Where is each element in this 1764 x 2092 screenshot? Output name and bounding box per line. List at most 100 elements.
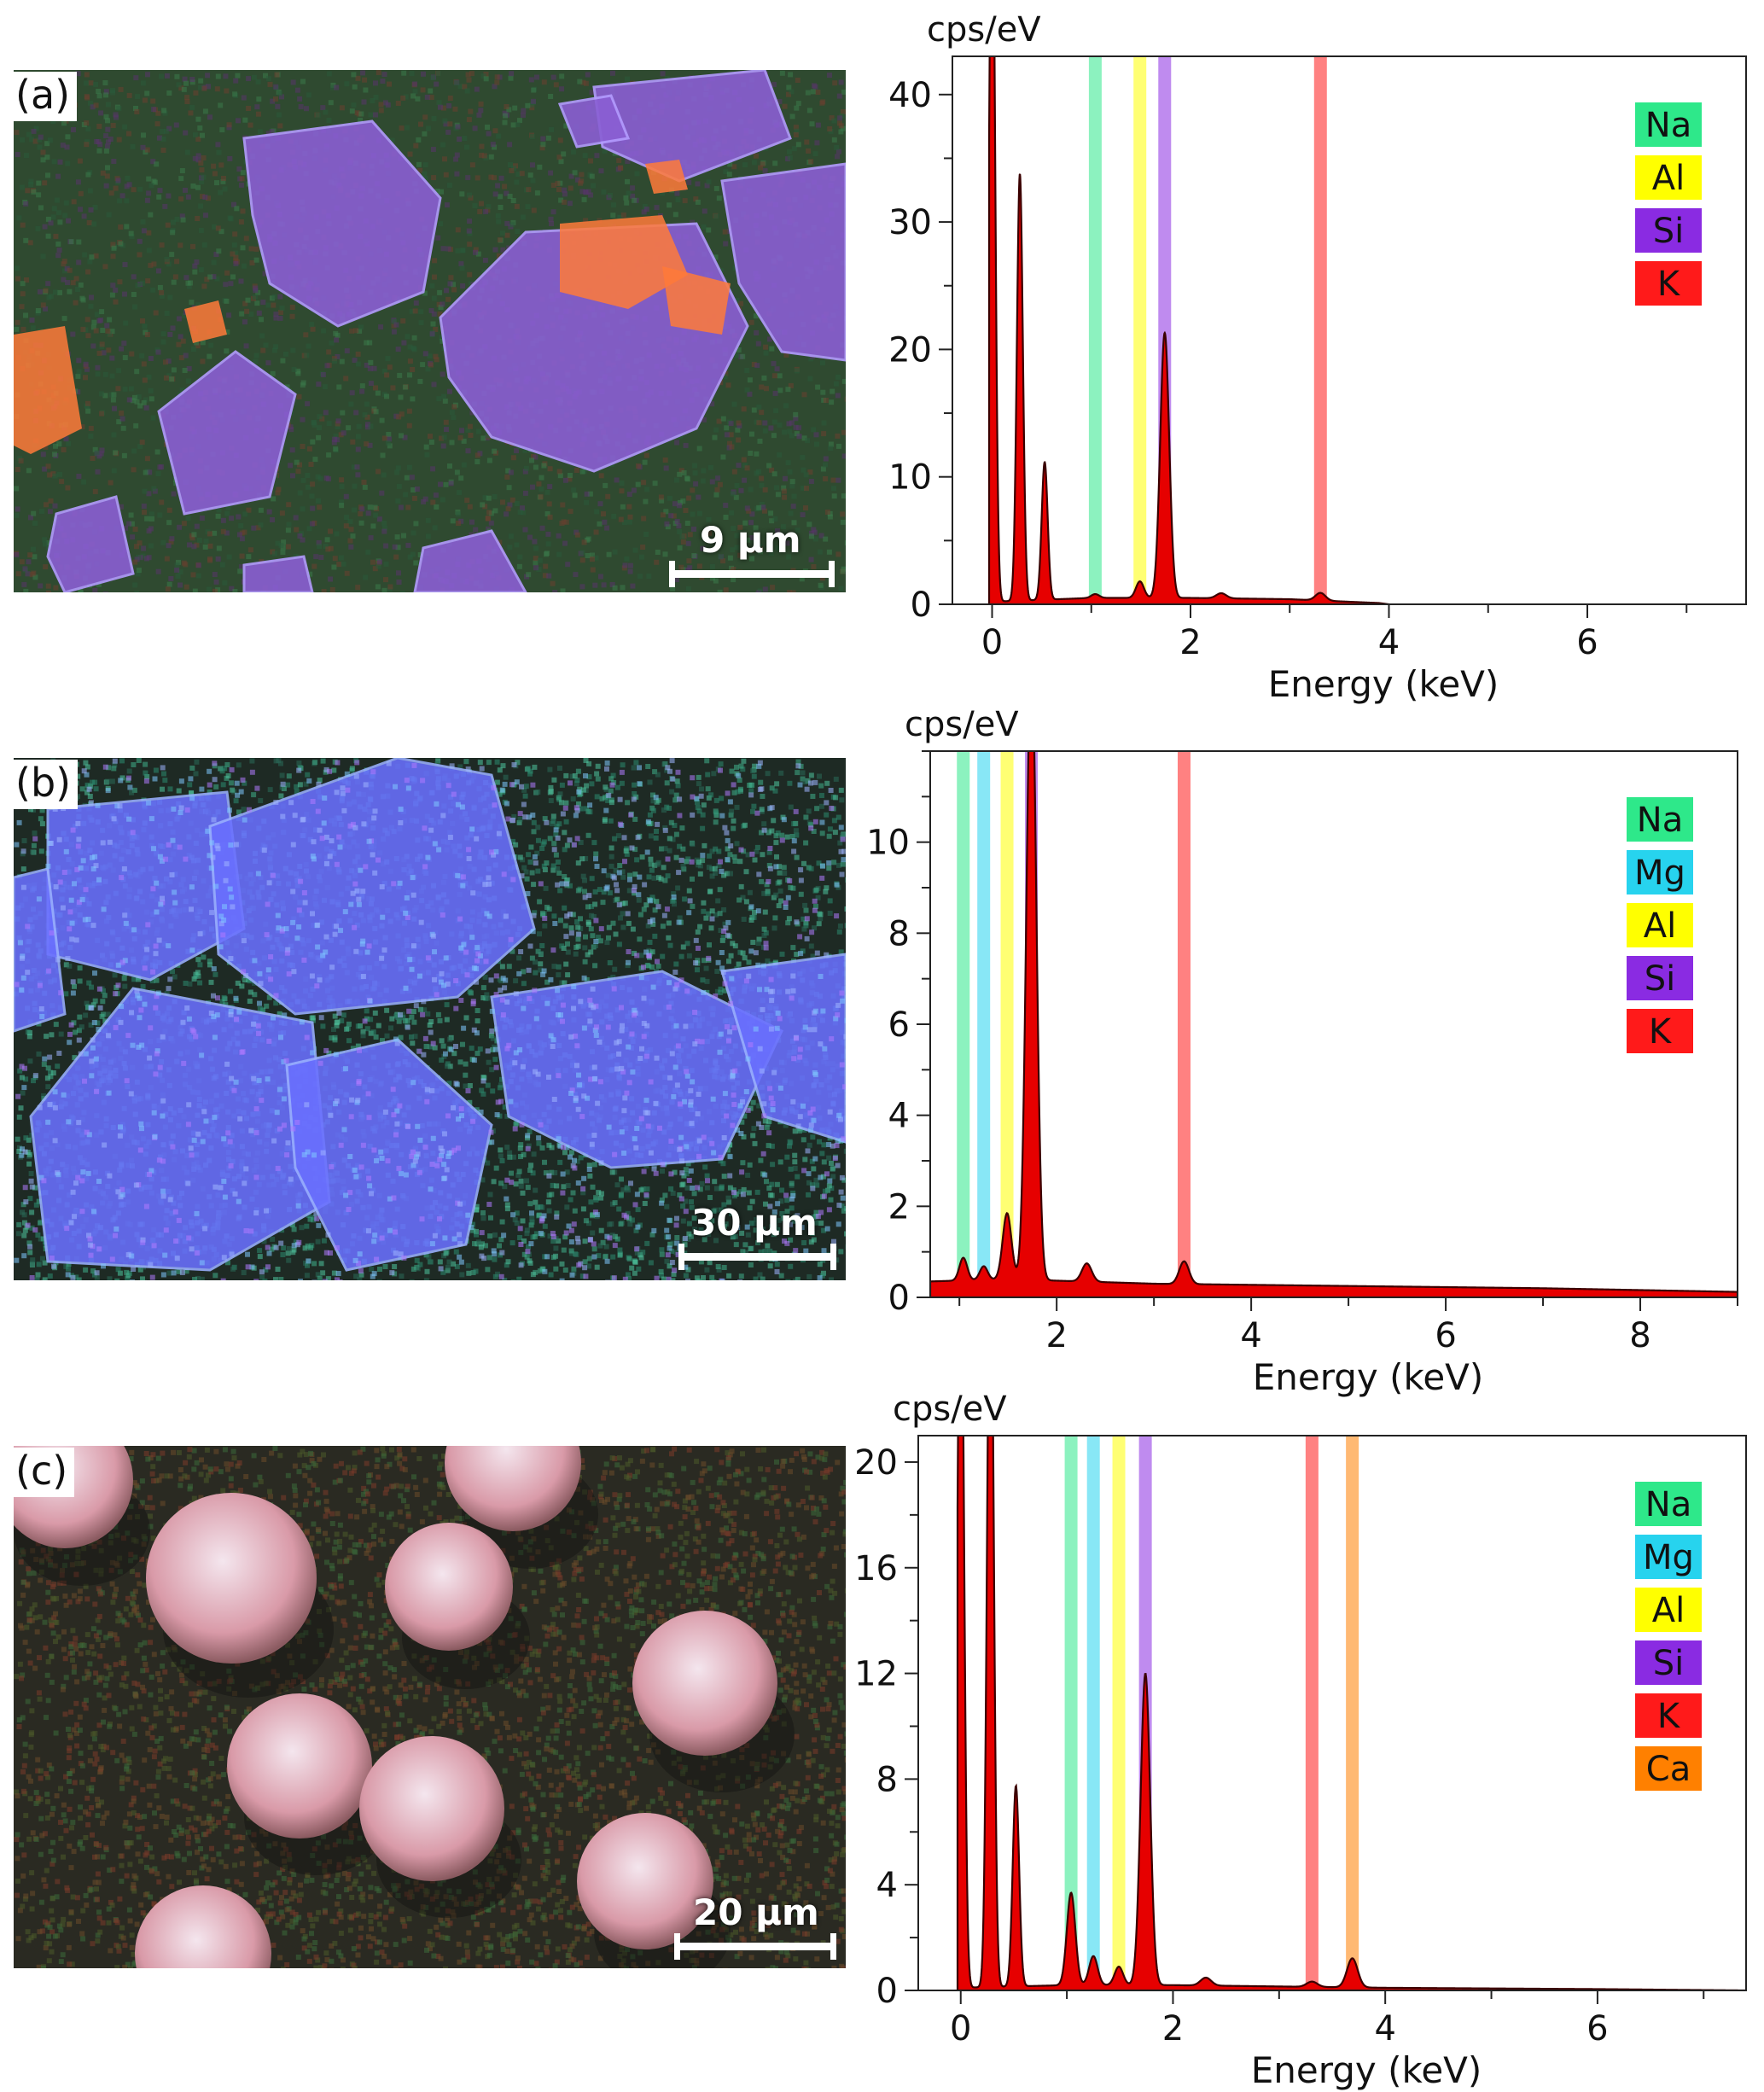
plot-frame [952,55,1747,605]
legend-item-k: K [1635,1693,1702,1738]
x-tick-label: 2 [1045,1316,1067,1355]
legend-label: Si [1645,959,1676,999]
y-tick-label: 4 [876,1866,898,1905]
legend-item-na: Na [1635,102,1702,147]
panel-label-c: (c) [14,1448,75,1497]
spectrum-svg-c: cps/eV 0 2 4 6 0 4 8 12 16 20 Energy (keV) Na Mg Al Si K… [854,1390,1747,2091]
spectrum-chart-a: cps/eV 0 2 4 6 0 10 20 30 40 Energy (keV) Na Al Si K [853,0,1764,705]
element-band-mg [977,751,991,1297]
legend-label: Al [1652,159,1685,198]
y-tick-label: 12 [854,1655,898,1694]
eds-speckle-layer [14,758,846,1280]
spectrum-chart-b: cps/eV 2 4 6 8 0 2 4 6 8 10 Energy (keV) Na Mg Al Si K [853,690,1764,1398]
x-tick-label: 6 [1576,623,1598,662]
legend-item-k: K [1627,1009,1693,1053]
y-tick-label: 10 [866,824,910,863]
legend-swatch [1635,102,1702,147]
particle-sphere [146,1493,317,1664]
legend-item-si: Si [1635,1640,1702,1685]
spectrum-series [956,1436,1746,1990]
sem-eds-map-b [14,758,846,1280]
particle-flake [46,495,135,592]
y-tick-label: 10 [888,458,932,498]
legend-label: Mg [1643,1538,1694,1577]
y-unit-label: cps/eV [927,10,1041,50]
x-tick-label: 6 [1435,1316,1456,1355]
element-band-na [1088,56,1102,604]
legend-label: Si [1653,1644,1685,1683]
scale-bar-a [669,561,835,587]
particle-flake [720,162,846,362]
y-unit-label: cps/eV [905,705,1019,744]
y-unit-label: cps/eV [893,1390,1007,1429]
scale-bar-label-c: 20 µm [693,1891,819,1933]
potassium-rich-patch [645,160,688,194]
x-tick-label: 2 [1179,623,1201,662]
element-band-al [1000,751,1014,1297]
spectrum-svg-a: cps/eV 0 2 4 6 0 10 20 30 40 Energy (keV) Na Al Si K [888,10,1747,705]
particle-sphere [632,1611,777,1756]
legend-swatch [1627,797,1693,842]
spectrum-chart-c: cps/eV 0 2 4 6 0 4 8 12 16 20 Energy (keV) Na Mg Al Si K… [853,1383,1764,2092]
x-tick-label: 0 [950,2009,971,2048]
sem-image-c [14,1446,846,1968]
x-axis-title: Energy (keV) [1253,1356,1484,1398]
plot-frame [917,1435,1747,1991]
potassium-rich-patch [662,266,731,335]
particle-flake [242,555,314,592]
legend-label: Na [1637,801,1683,840]
scale-bar-label-b: 30 µm [691,1202,818,1244]
y-tick-label: 30 [888,203,932,242]
particle-sphere [385,1523,513,1651]
legend-swatch [1635,261,1702,306]
y-tick-label: 20 [888,330,932,370]
y-tick-label: 0 [888,1279,910,1318]
particle-sphere [445,1446,581,1531]
particle-flake [157,350,297,516]
particle-sphere [227,1693,372,1839]
legend-label: K [1657,265,1681,304]
legend-swatch [1635,1482,1702,1526]
element-band-al [1112,1436,1126,1990]
x-tick-label: 4 [1378,623,1400,662]
potassium-rich-patch [560,215,688,309]
x-tick-label: 4 [1374,2009,1395,2048]
potassium-rich-patch [184,300,227,343]
legend-swatch [1635,155,1702,200]
sem-eds-map-c [14,1446,846,1968]
particle-block [208,758,536,1016]
y-tick-label: 0 [911,586,932,625]
y-tick-label: 40 [888,76,932,115]
element-band-na [1064,1436,1078,1990]
particle-block [720,953,846,1144]
legend-swatch [1627,1009,1693,1053]
y-tick-label: 4 [888,1097,910,1136]
legend-label: Mg [1634,854,1685,893]
legend-swatch [1627,956,1693,1000]
legend-item-al: Al [1635,155,1702,200]
legend-swatch [1627,850,1693,894]
particle-flake [557,94,631,149]
y-tick-label: 8 [876,1760,898,1799]
particle-flake [242,119,442,328]
legend-item-na: Na [1635,1482,1702,1526]
element-band-al [1133,56,1147,604]
x-axis-title: Energy (keV) [1268,663,1499,705]
legend-label: Al [1652,1591,1685,1630]
scale-bar-b [678,1244,836,1270]
legend-label: K [1657,1697,1681,1736]
legend-item-si: Si [1627,956,1693,1000]
y-tick-label: 2 [888,1187,910,1227]
legend-item-na: Na [1627,797,1693,842]
scale-bar-label-a: 9 µm [700,519,801,561]
panel-label-a: (a) [14,72,78,121]
legend-item-mg: Mg [1635,1535,1702,1579]
spectrum-series [930,751,1738,1297]
element-band-ca [1346,1436,1359,1990]
sem-image-b [14,758,846,1280]
legend-label: Si [1653,212,1685,251]
legend-item-ca: Ca [1635,1746,1702,1791]
legend-label: Ca [1646,1750,1691,1789]
legend-swatch [1635,1535,1702,1579]
x-axis-title: Energy (keV) [1251,2049,1482,2091]
